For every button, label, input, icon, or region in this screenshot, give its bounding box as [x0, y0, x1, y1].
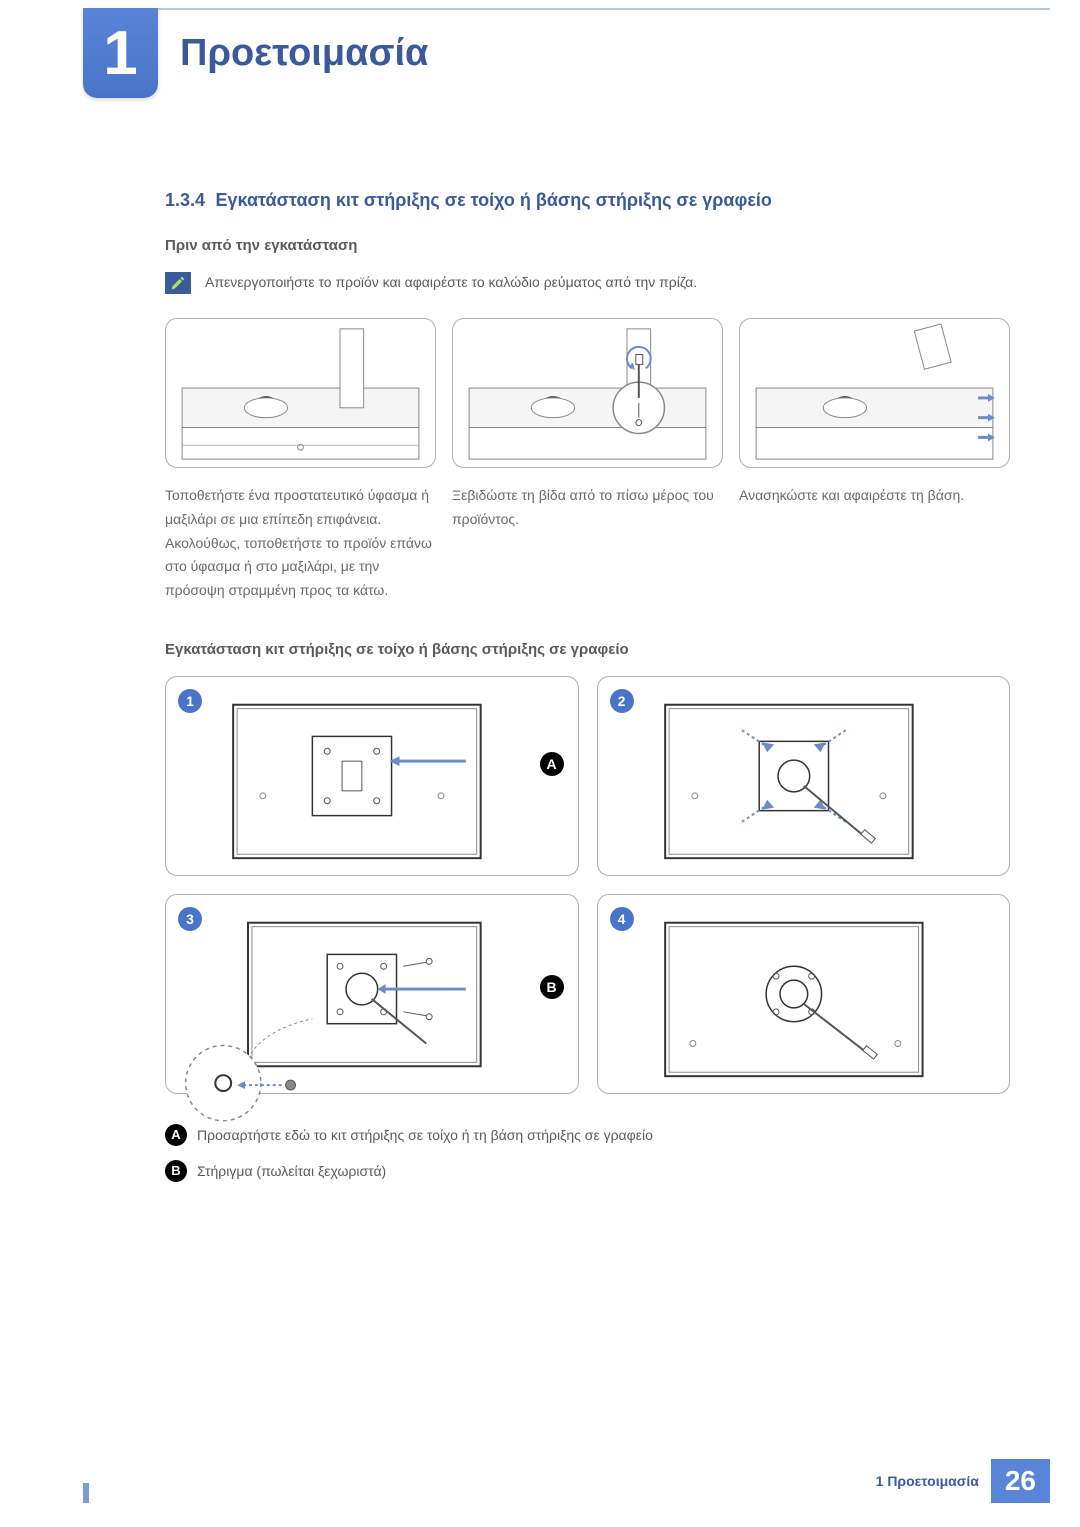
- install-row-2: 3 B: [165, 894, 1010, 1094]
- prep-captions-row: Τοποθετήστε ένα προστατευτικό ύφασμα ή μ…: [165, 484, 1010, 603]
- top-border: [155, 8, 1050, 10]
- footer-chapter-text: 1 Προετοιμασία: [876, 1473, 979, 1489]
- note-text: Απενεργοποιήστε το προϊόν και αφαιρέστε …: [205, 272, 697, 293]
- note-row: Απενεργοποιήστε το προϊόν και αφαιρέστε …: [165, 272, 1010, 294]
- legend-text-a: Προσαρτήστε εδώ το κιτ στήριξης σε τοίχο…: [197, 1127, 653, 1143]
- chapter-number: 1: [103, 18, 137, 89]
- chapter-title: Προετοιμασία: [180, 32, 428, 75]
- step-badge-1: 1: [178, 689, 202, 713]
- section-number: 1.3.4: [165, 190, 205, 210]
- subheading-install: Εγκατάσταση κιτ στήριξης σε τοίχο ή βάση…: [165, 641, 1010, 658]
- note-pencil-icon: [165, 272, 191, 294]
- install-figure-1: 1 A: [165, 676, 579, 876]
- section-heading: 1.3.4 Εγκατάσταση κιτ στήριξης σε τοίχο …: [165, 190, 1010, 211]
- legend-row-b: B Στήριγμα (πωλείται ξεχωριστά): [165, 1160, 1010, 1182]
- subheading-before-install: Πριν από την εγκατάσταση: [165, 237, 1010, 254]
- step-badge-4: 4: [610, 907, 634, 931]
- section-title: Εγκατάσταση κιτ στήριξης σε τοίχο ή βάση…: [216, 190, 772, 210]
- legend-badge-b: B: [165, 1160, 187, 1182]
- chapter-tab: 1: [83, 8, 158, 98]
- prep-caption-1: Τοποθετήστε ένα προστατευτικό ύφασμα ή μ…: [165, 484, 436, 603]
- install-figure-3: 3 B: [165, 894, 579, 1094]
- prep-figure-2: [452, 318, 723, 468]
- page-footer: 1 Προετοιμασία 26: [876, 1459, 1050, 1503]
- prep-figure-1: [165, 318, 436, 468]
- letter-badge-a: A: [540, 752, 564, 776]
- legend: A Προσαρτήστε εδώ το κιτ στήριξης σε τοί…: [165, 1124, 1010, 1182]
- legend-text-b: Στήριγμα (πωλείται ξεχωριστά): [197, 1163, 386, 1179]
- step-badge-3: 3: [178, 907, 202, 931]
- page-content: 1.3.4 Εγκατάσταση κιτ στήριξης σε τοίχο …: [165, 190, 1010, 1196]
- footer-accent-bar: [83, 1483, 89, 1503]
- prep-caption-2: Ξεβιδώστε τη βίδα από το πίσω μέρος του …: [452, 484, 723, 603]
- install-row-1: 1 A 2: [165, 676, 1010, 876]
- step-badge-2: 2: [610, 689, 634, 713]
- prep-caption-3: Ανασηκώστε και αφαιρέστε τη βάση.: [739, 484, 1010, 603]
- prep-figures-row: [165, 318, 1010, 468]
- prep-figure-3: [739, 318, 1010, 468]
- legend-badge-a: A: [165, 1124, 187, 1146]
- letter-badge-b: B: [540, 975, 564, 999]
- install-figure-4: 4: [597, 894, 1011, 1094]
- legend-row-a: A Προσαρτήστε εδώ το κιτ στήριξης σε τοί…: [165, 1124, 1010, 1146]
- install-figure-2: 2: [597, 676, 1011, 876]
- footer-page-number: 26: [991, 1459, 1050, 1503]
